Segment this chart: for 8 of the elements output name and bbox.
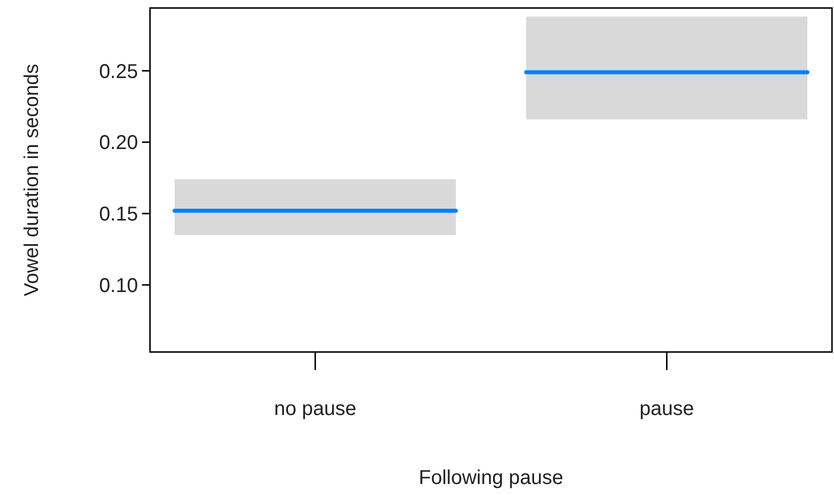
y-tick-label: 0.15 [99,204,138,226]
y-tick-label: 0.25 [99,60,138,83]
x-tick-label: pause [640,398,694,420]
y-tick-label: 0.10 [99,274,138,297]
y-axis-title: Vowel duration in seconds [21,64,43,296]
x-tick-label: no pause [274,398,356,420]
x-axis-title: Following pause [418,467,564,489]
y-tick-label: 0.20 [99,132,138,154]
